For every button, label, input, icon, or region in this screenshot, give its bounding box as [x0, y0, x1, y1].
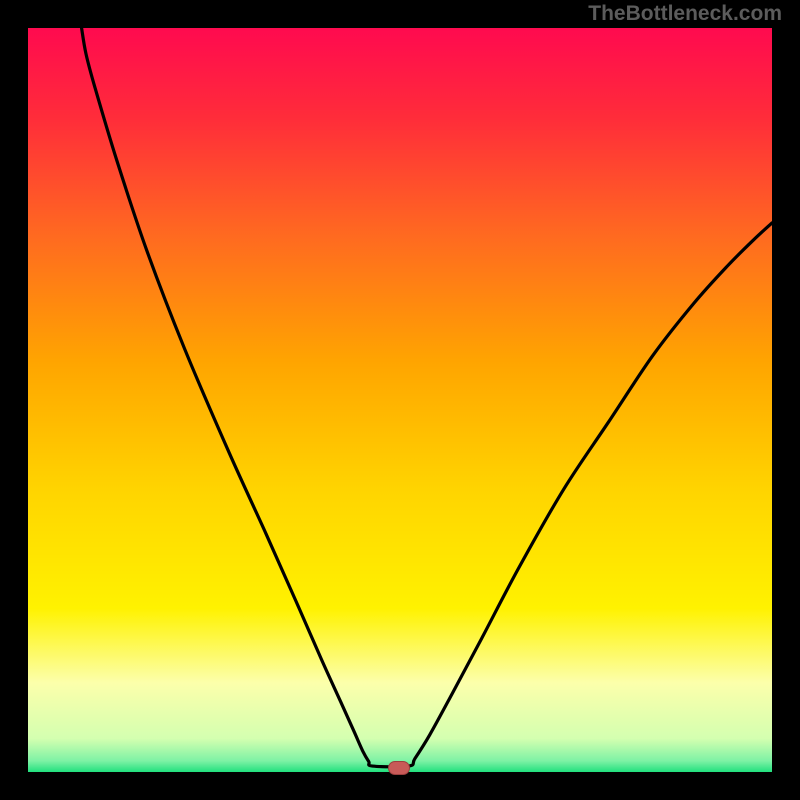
bottleneck-curve	[28, 28, 772, 772]
optimum-marker	[388, 761, 410, 775]
watermark-text: TheBottleneck.com	[588, 2, 782, 26]
plot-area	[28, 28, 772, 772]
chart-frame: TheBottleneck.com	[0, 0, 800, 800]
curve-path	[82, 28, 772, 767]
